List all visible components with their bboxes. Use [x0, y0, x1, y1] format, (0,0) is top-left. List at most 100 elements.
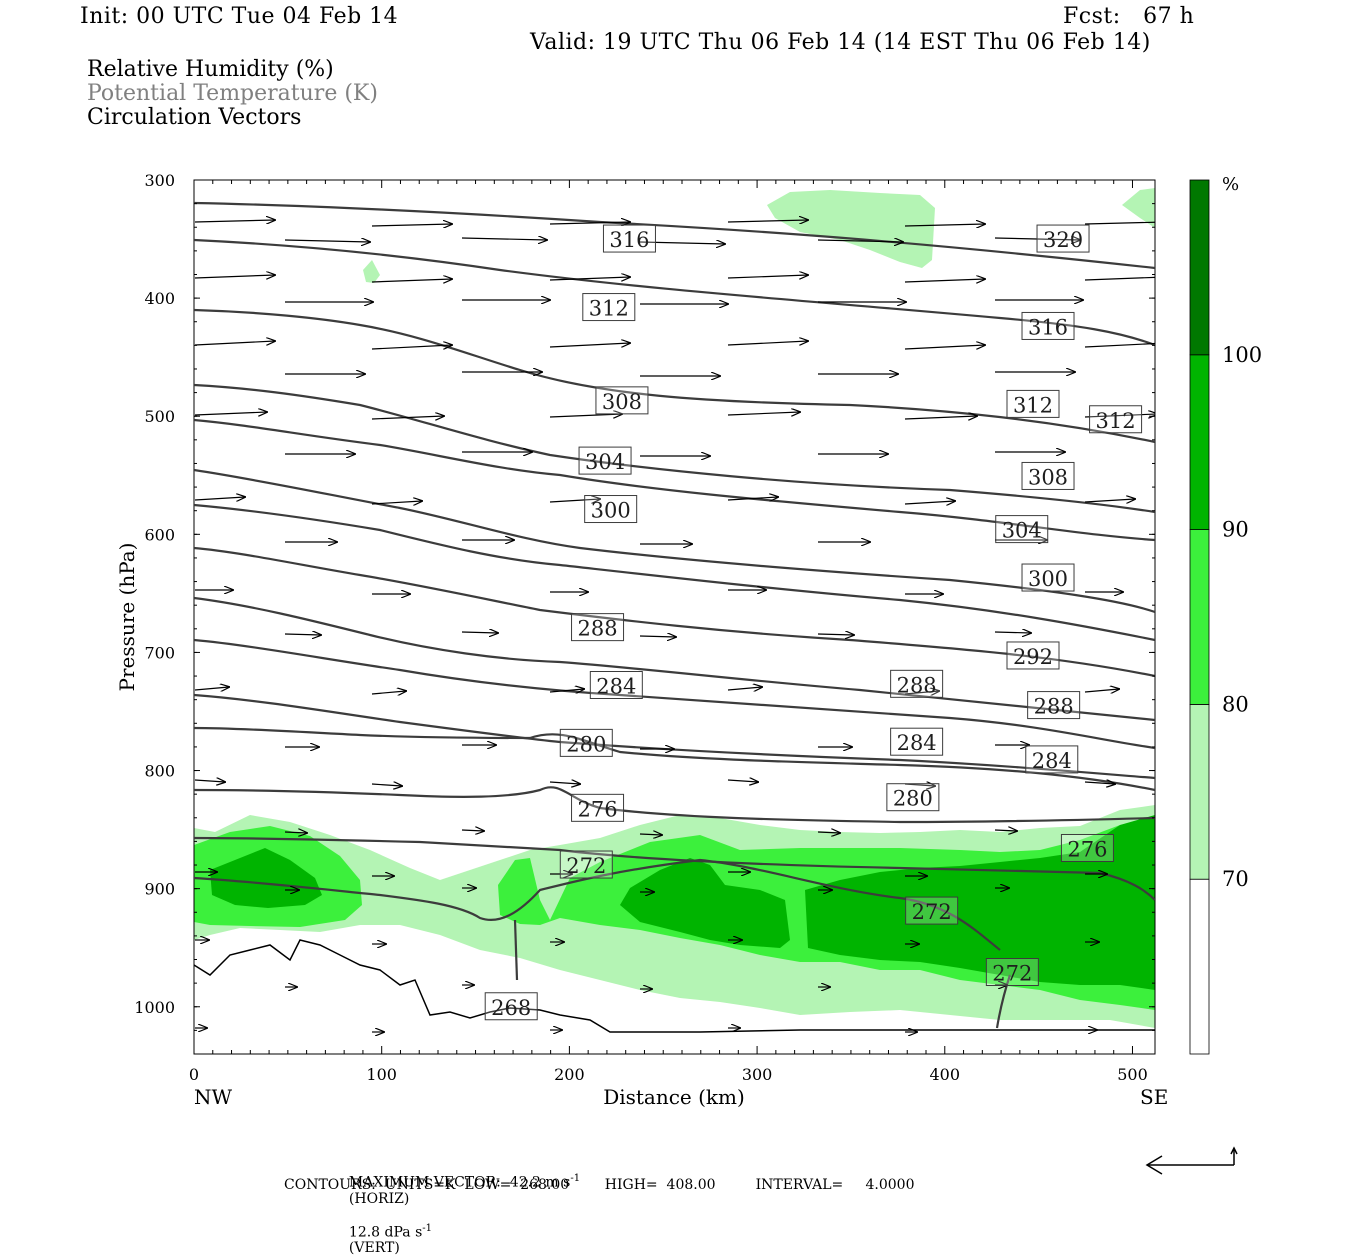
y-tick-label: 400 [144, 289, 175, 308]
max-vector-horiz-value: MAXIMUM VECTOR: 42.2 m s [348, 1174, 571, 1191]
colorbar-segment [1189, 704, 1210, 880]
reference-vector-icon [1145, 1146, 1238, 1175]
y-tick-label: 600 [144, 525, 175, 544]
y-tick-label: 300 [144, 171, 175, 190]
theta-label-box [1089, 405, 1143, 434]
theta-label-box [1021, 311, 1075, 340]
circulation-vector [817, 832, 840, 833]
theta-label: 316 [1028, 315, 1068, 339]
colorbar-level-label: 80 [1222, 692, 1249, 716]
circulation-vector [904, 345, 985, 350]
colorbar-unit: % [1222, 174, 1239, 195]
theta-label-box [571, 793, 625, 822]
theta-contour-line [194, 858, 1001, 951]
theta-label-box [578, 446, 632, 475]
max-vector-vert-tag: (VERT) [348, 1240, 400, 1256]
colorbar-segment [1189, 529, 1210, 705]
circulation-vector [994, 830, 1017, 831]
circulation-vector [461, 632, 498, 633]
circulation-vector [727, 341, 808, 346]
terrain-line [193, 939, 1155, 1033]
circulation-vector [549, 499, 600, 502]
colorbar-segment [1189, 179, 1210, 356]
theta-label-box [484, 992, 538, 1021]
circulation-vector [817, 634, 854, 635]
rh-90-region-center [620, 858, 790, 948]
theta-label-box [559, 728, 613, 757]
circulation-vector [639, 834, 662, 835]
theta-label-box [584, 495, 638, 524]
theta-label-box [1025, 745, 1079, 774]
forecast-hour: Fcst: 67 h [1063, 4, 1195, 29]
circulation-vector [549, 343, 630, 348]
colorbar-level-label: 70 [1222, 867, 1249, 891]
theta-label: 284 [897, 731, 937, 755]
field-rh-label: Relative Humidity (%) [87, 57, 334, 82]
theta-label-box [890, 727, 944, 756]
y-axis-label: Pressure (hPa) [115, 543, 139, 692]
init-time: Init: 00 UTC Tue 04 Feb 14 [80, 4, 399, 29]
axes: 300 400 500 600 700 800 900 1000 0 100 200 300 400 50… [134, 171, 1155, 1084]
y-tick-label: 1000 [134, 998, 175, 1017]
theta-contour-line [194, 836, 1155, 901]
theta-contour-line [194, 638, 1155, 750]
circulation-vector [284, 832, 307, 833]
theta-label: 300 [1028, 567, 1068, 591]
theta-label: 312 [1096, 409, 1136, 433]
theta-label-box [1006, 641, 1060, 670]
circulation-vector [371, 691, 406, 694]
theta-label: 288 [897, 673, 937, 697]
theta-label-box [890, 669, 944, 698]
theta-label: 300 [591, 499, 631, 523]
circulation-vector [1084, 342, 1155, 348]
theta-label: 272 [566, 854, 606, 878]
circulation-vector [371, 784, 402, 786]
circulation-vector [194, 341, 275, 346]
circulation-vector [371, 501, 422, 504]
y-tick-label: 800 [144, 762, 175, 781]
theta-label: 316 [609, 228, 649, 252]
theta-label-box [886, 783, 940, 812]
theta-contour-line [513, 919, 519, 981]
theta-contour-line [194, 503, 1155, 642]
circulation-vector [639, 636, 676, 637]
circulation-vector [904, 224, 985, 226]
x-tick-label: 300 [742, 1065, 773, 1084]
theta-label: 268 [491, 996, 531, 1020]
theta-contour-line [194, 726, 1155, 792]
circulation-vector [371, 345, 452, 350]
theta-label-box [1006, 389, 1060, 418]
theta-label: 272 [992, 962, 1032, 986]
unit-exponent: -1 [570, 1173, 581, 1184]
colorbar-segment [1189, 878, 1210, 1055]
theta-label: 288 [577, 617, 617, 641]
circulation-vector [194, 220, 275, 222]
theta-label-box [602, 224, 656, 253]
x-tick-label: 100 [366, 1065, 397, 1084]
field-theta-label: Potential Temperature (K) [87, 81, 378, 106]
theta-label-box [1021, 461, 1075, 490]
theta-label: 284 [1032, 749, 1072, 773]
theta-label: 304 [585, 450, 625, 474]
theta-label-box [995, 515, 1049, 544]
theta-label: 276 [1067, 837, 1107, 861]
theta-label: 304 [1002, 519, 1042, 543]
circulation-vector [194, 687, 229, 690]
terrain-surface-line [193, 939, 1155, 1033]
circulation-vector [194, 780, 225, 782]
circulation-vector [1084, 782, 1115, 784]
circulation-vector [904, 691, 939, 694]
theta-contour-line [194, 596, 1155, 722]
circulation-vector [371, 224, 452, 226]
circulation-vector [194, 412, 267, 415]
rh-shading [194, 188, 1155, 1028]
theta-contour-labels: 316 320 312 316 308 312 312 304 308 300 304 300 288 2… [484, 224, 1143, 1021]
rh-90-region-right [805, 815, 1155, 990]
field-vectors-label: Circulation Vectors [87, 105, 302, 130]
theta-label: 276 [577, 797, 617, 821]
theta-label-box [1060, 833, 1114, 862]
theta-contour-line [194, 786, 1155, 824]
y-tick-label: 500 [144, 407, 175, 426]
x-tick-label: 0 [189, 1065, 199, 1084]
colorbar-segment [1189, 354, 1210, 530]
